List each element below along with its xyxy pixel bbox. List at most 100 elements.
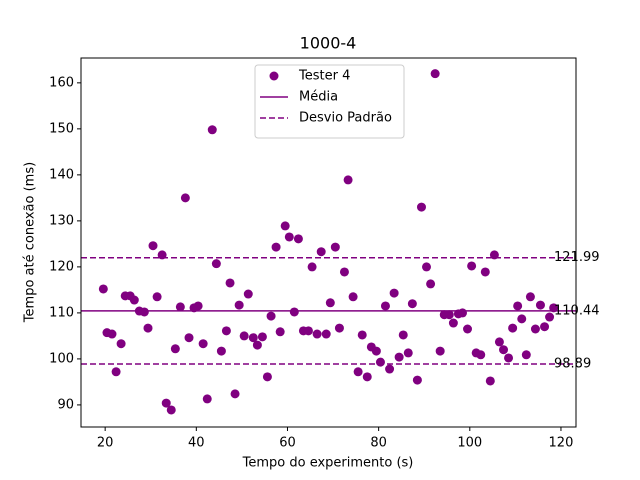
- legend-label: Tester 4: [298, 69, 350, 84]
- point: [116, 339, 126, 349]
- point: [521, 350, 531, 360]
- x-tick-label: 20: [97, 436, 114, 451]
- y-tick-label: 110: [49, 305, 74, 320]
- point: [325, 298, 335, 308]
- point: [416, 202, 426, 212]
- point: [339, 267, 349, 277]
- point: [357, 330, 367, 340]
- point: [517, 314, 527, 324]
- plot-area: [81, 69, 576, 415]
- point: [371, 346, 381, 356]
- legend-label: Desvio Padrão: [299, 111, 392, 126]
- point: [170, 344, 180, 354]
- point: [448, 318, 458, 328]
- point: [380, 301, 390, 311]
- point: [280, 221, 290, 231]
- point: [385, 364, 395, 374]
- point: [289, 307, 299, 317]
- x-tick-label: 120: [549, 436, 574, 451]
- point: [262, 372, 272, 382]
- point: [504, 353, 514, 363]
- x-tick-label: 100: [457, 436, 482, 451]
- point: [243, 289, 253, 299]
- point: [316, 247, 326, 257]
- point: [230, 389, 240, 399]
- point: [184, 333, 194, 343]
- point: [489, 250, 499, 260]
- point: [166, 405, 176, 415]
- point: [348, 292, 358, 302]
- point: [535, 300, 545, 310]
- point: [435, 346, 445, 356]
- point: [508, 323, 518, 333]
- point: [248, 333, 258, 343]
- axes-frame: [80, 57, 577, 428]
- reference-label: 98.89: [554, 357, 591, 372]
- point: [216, 346, 226, 356]
- legend-label: Média: [299, 90, 338, 105]
- point: [234, 300, 244, 310]
- point: [284, 232, 294, 242]
- point: [334, 323, 344, 333]
- y-tick-label: 150: [49, 121, 74, 136]
- point: [198, 339, 208, 349]
- point: [275, 327, 285, 337]
- point: [202, 394, 212, 404]
- point: [430, 69, 440, 79]
- point: [545, 312, 555, 322]
- point: [293, 234, 303, 244]
- point: [271, 242, 281, 252]
- point: [221, 326, 231, 336]
- x-tick-label: 40: [188, 436, 205, 451]
- point: [353, 367, 363, 377]
- point: [330, 242, 340, 252]
- point: [207, 125, 217, 135]
- point: [540, 322, 550, 332]
- y-tick-label: 90: [57, 397, 74, 412]
- point: [321, 329, 331, 339]
- point: [98, 284, 108, 294]
- point: [312, 329, 322, 339]
- point: [530, 324, 540, 334]
- point: [239, 331, 249, 341]
- reference-label: 121.99: [554, 250, 600, 265]
- point: [225, 278, 235, 288]
- point: [148, 241, 158, 251]
- point: [389, 288, 399, 298]
- y-tick-label: 160: [49, 75, 74, 90]
- point: [407, 299, 417, 309]
- legend-marker: [269, 71, 279, 81]
- reference-label: 110.44: [554, 303, 600, 318]
- point: [426, 279, 436, 289]
- point: [343, 175, 353, 185]
- point: [480, 267, 490, 277]
- point: [398, 330, 408, 340]
- point: [139, 307, 149, 317]
- point: [412, 375, 422, 385]
- point: [549, 303, 559, 313]
- point: [513, 301, 523, 311]
- point: [129, 295, 139, 305]
- y-axis-label: Tempo até conexão (ms): [23, 162, 38, 323]
- point: [211, 259, 221, 269]
- point: [499, 345, 509, 355]
- point: [421, 262, 431, 272]
- y-tick-label: 130: [49, 213, 74, 228]
- point: [467, 261, 477, 271]
- point: [152, 292, 162, 302]
- point: [257, 332, 267, 342]
- point: [266, 311, 276, 321]
- point: [362, 372, 372, 382]
- point: [458, 308, 468, 318]
- legend: Tester 4 Média Desvio Padrão: [254, 64, 405, 139]
- point: [175, 302, 185, 312]
- point: [193, 301, 203, 311]
- legend-box: [254, 64, 405, 139]
- y-tick-label: 140: [49, 167, 74, 182]
- y-tick-label: 120: [49, 259, 74, 274]
- point: [143, 323, 153, 333]
- point: [307, 262, 317, 272]
- point: [375, 357, 385, 367]
- point: [111, 367, 121, 377]
